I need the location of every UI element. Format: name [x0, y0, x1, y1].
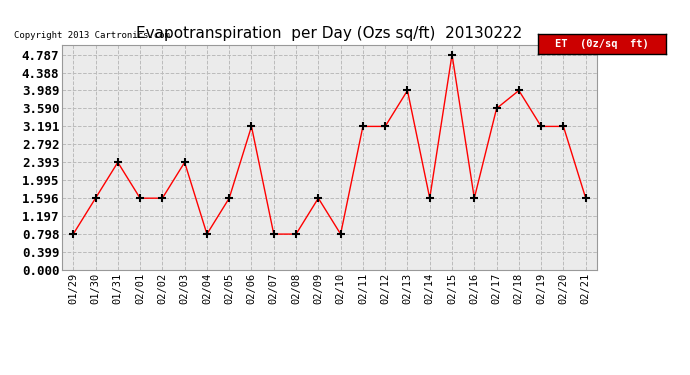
Text: ET  (0z/sq  ft): ET (0z/sq ft)	[555, 39, 649, 49]
Title: Evapotranspiration  per Day (Ozs sq/ft)  20130222: Evapotranspiration per Day (Ozs sq/ft) 2…	[137, 26, 522, 41]
Text: Copyright 2013 Cartronics.com: Copyright 2013 Cartronics.com	[14, 32, 170, 40]
